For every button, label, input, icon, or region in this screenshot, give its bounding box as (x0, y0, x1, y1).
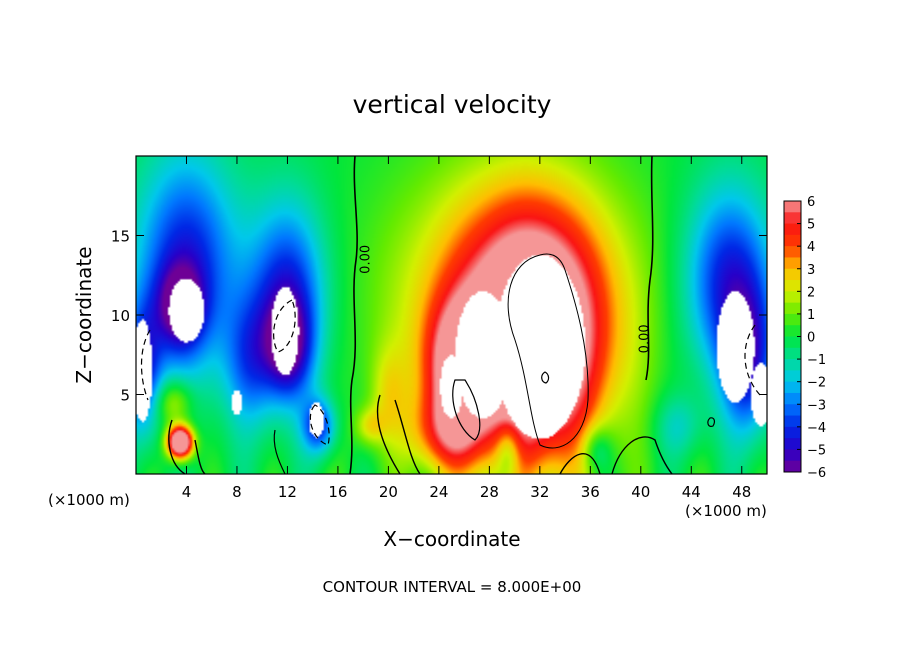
colorbar-band-19 (784, 404, 801, 417)
colorbar-band-21 (784, 426, 801, 439)
colorbar-band-24 (784, 460, 801, 473)
colorbar-label-2: 5 (807, 218, 815, 233)
contour-lines (140, 155, 761, 475)
x-tick-label-4: 4 (182, 483, 192, 501)
colorbar-band-10 (784, 302, 801, 315)
colorbar-band-8 (784, 280, 801, 292)
colorbar-label-8: −1 (807, 353, 826, 368)
contour-line-13 (273, 429, 286, 475)
contour-line-2 (645, 155, 654, 381)
colorbar-label-11: −4 (807, 421, 826, 436)
colorbar-band-7 (784, 268, 801, 281)
chart-title: vertical velocity (353, 90, 552, 119)
colorbar-label-4: 3 (807, 263, 815, 278)
colorbar-band-13 (784, 336, 801, 349)
y-tick-label-5: 5 (120, 387, 130, 405)
x-tick-label-24: 24 (429, 483, 448, 501)
contour-line-3 (507, 253, 589, 449)
contour-label-1: 0.00 (358, 245, 373, 274)
colorbar-label-3: 4 (807, 240, 815, 255)
x-tick-label-28: 28 (480, 483, 499, 501)
heatmap-field (136, 156, 767, 474)
colorbar-band-9 (784, 291, 801, 304)
colorbar-label-10: −3 (807, 398, 826, 413)
contour-line-8 (140, 329, 151, 401)
colorbar-label-1: 6 (807, 195, 815, 210)
colorbar-band-1 (784, 201, 801, 213)
colorbar-band-6 (784, 257, 801, 270)
colorbar-band-5 (784, 246, 801, 258)
colorbar-band-18 (784, 392, 801, 405)
y-ticks: 5 10 15 (111, 228, 767, 405)
colorbar-band-22 (784, 438, 801, 450)
contour-line-4 (452, 379, 481, 441)
x-axis-label: X−coordinate (383, 527, 520, 551)
contour-line-12 (559, 436, 673, 475)
colorbar-label-5: 2 (807, 285, 815, 300)
contour-label-2: 0.00 (637, 324, 652, 353)
colorbar-label-9: −2 (807, 376, 826, 391)
colorbar-band-4 (784, 234, 801, 247)
y-tick-label-15: 15 (111, 228, 130, 246)
contour-line-11 (376, 394, 421, 475)
y-axis-label: Z−coordinate (72, 246, 96, 383)
contour-line-14 (707, 417, 716, 427)
colorbar-band-17 (784, 381, 801, 394)
x-tick-label-32: 32 (530, 483, 549, 501)
colorbar-band-12 (784, 325, 801, 337)
x-tick-label-36: 36 (581, 483, 600, 501)
colorbar-band-14 (784, 347, 801, 360)
x-tick-label-48: 48 (732, 483, 751, 501)
contour-line-10 (168, 419, 206, 475)
colorbar-band-16 (784, 370, 801, 383)
x-tick-label-12: 12 (278, 483, 297, 501)
colorbar-band-11 (784, 313, 801, 326)
colorbar-label-13: −6 (807, 466, 826, 481)
colorbar: 6 5 4 3 2 1 0 −1 −2 −3 −4 −5 −6 (783, 195, 826, 481)
contour-line-1 (349, 155, 358, 475)
colorbar-label-12: −5 (807, 443, 826, 458)
x-tick-label-40: 40 (631, 483, 650, 501)
colorbar-band-3 (784, 223, 801, 236)
colorbar-band-20 (784, 415, 801, 428)
contour-line-5 (541, 371, 550, 384)
colorbar-label-7: 0 (807, 331, 815, 346)
contour-interval-text: CONTOUR INTERVAL = 8.000E+00 (323, 578, 582, 596)
colorbar-band-15 (784, 359, 801, 371)
colorbar-band-23 (784, 449, 801, 462)
x-ticks: 4 8 12 16 20 24 28 32 36 40 44 48 (182, 156, 751, 501)
contour-line-7 (309, 404, 330, 446)
x-tick-label-20: 20 (379, 483, 398, 501)
x-unit-label: (×1000 m) (48, 491, 130, 509)
contour-labels: 0.00 0.00 (358, 245, 652, 353)
y-tick-label-10: 10 (111, 307, 130, 325)
colorbar-band-2 (784, 212, 801, 225)
x-tick-label-16: 16 (328, 483, 347, 501)
x-tick-label-44: 44 (682, 483, 701, 501)
x-tick-label-8: 8 (232, 483, 242, 501)
z-unit-label: (×1000 m) (685, 502, 767, 520)
colorbar-label-6: 1 (807, 308, 815, 323)
